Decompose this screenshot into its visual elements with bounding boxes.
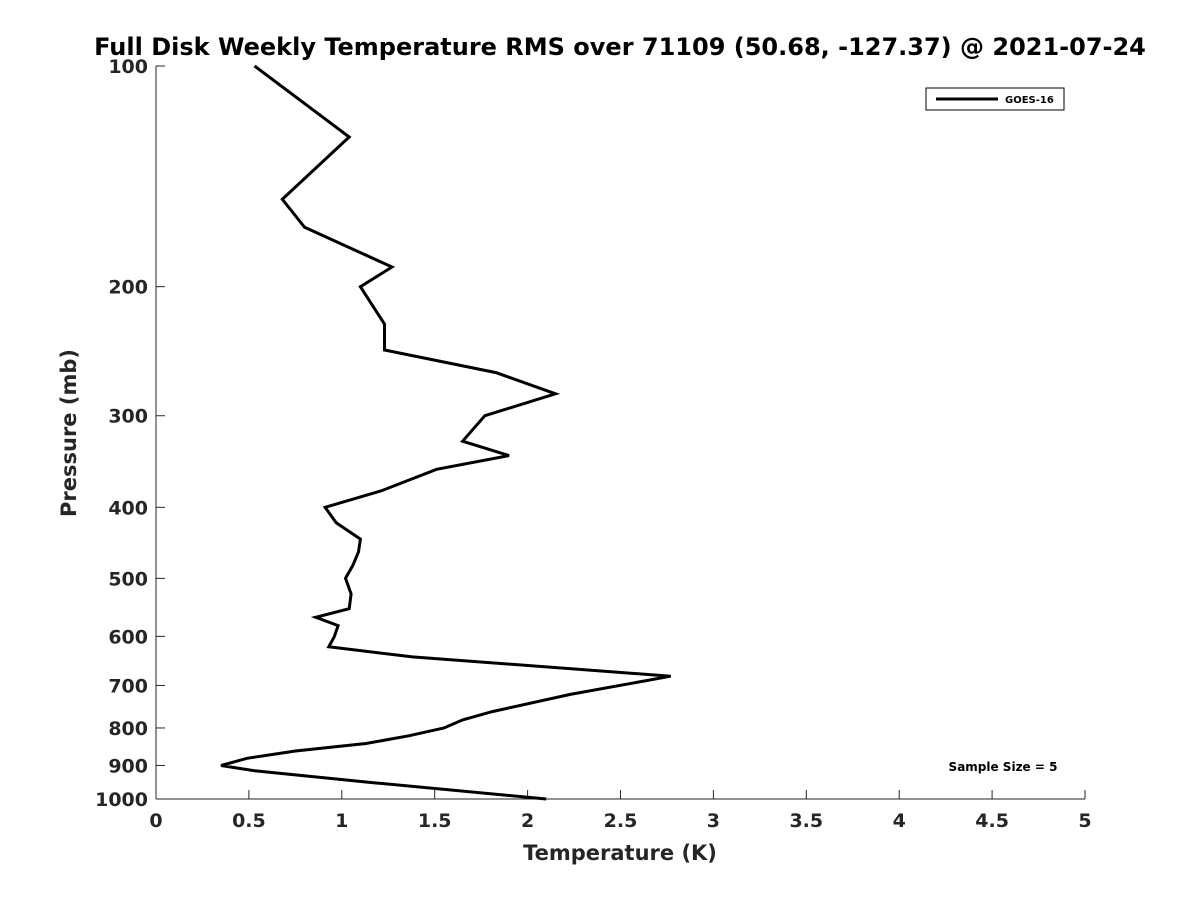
y-tick-label: 200 (108, 277, 148, 299)
y-tick-label: 300 (108, 406, 148, 428)
series-group (220, 64, 671, 801)
legend-label-goes-16: GOES-16 (1005, 95, 1054, 106)
x-tick-label: 2.5 (604, 810, 638, 832)
y-tick-label: 700 (108, 675, 148, 697)
x-tick-label: 1 (335, 810, 348, 832)
x-tick-label: 3.5 (789, 810, 823, 832)
series-line-goes-16 (220, 64, 671, 801)
x-tick-label: 3 (707, 810, 720, 832)
chart-title: Full Disk Weekly Temperature RMS over 71… (94, 33, 1146, 61)
x-tick-label: 4 (893, 810, 906, 832)
x-axis-label: Temperature (K) (523, 841, 717, 865)
x-tick-label: 1.5 (418, 810, 452, 832)
y-axis-label: Pressure (mb) (57, 349, 81, 517)
x-tick-label: 0.5 (232, 810, 266, 832)
x-tick-label: 0 (149, 810, 162, 832)
y-tick-label: 400 (108, 497, 148, 519)
y-tick-label: 600 (108, 626, 148, 648)
y-tick-label: 1000 (95, 789, 148, 811)
axes-group: 0 0.5 1 1.5 2 2.5 3 3.5 4 4.5 5 100 200 300 400 500 600 7… (95, 56, 1092, 832)
y-tick-label: 800 (108, 718, 148, 740)
sample-size-annotation: Sample Size = 5 (949, 760, 1058, 774)
y-tick-label: 900 (108, 755, 148, 777)
x-tick-label: 2 (521, 810, 534, 832)
y-tick-label: 100 (108, 56, 148, 78)
legend: GOES-16 (925, 87, 1065, 111)
x-tick-label: 5 (1078, 810, 1091, 832)
x-tick-label: 4.5 (975, 810, 1009, 832)
y-tick-label: 500 (108, 568, 148, 590)
